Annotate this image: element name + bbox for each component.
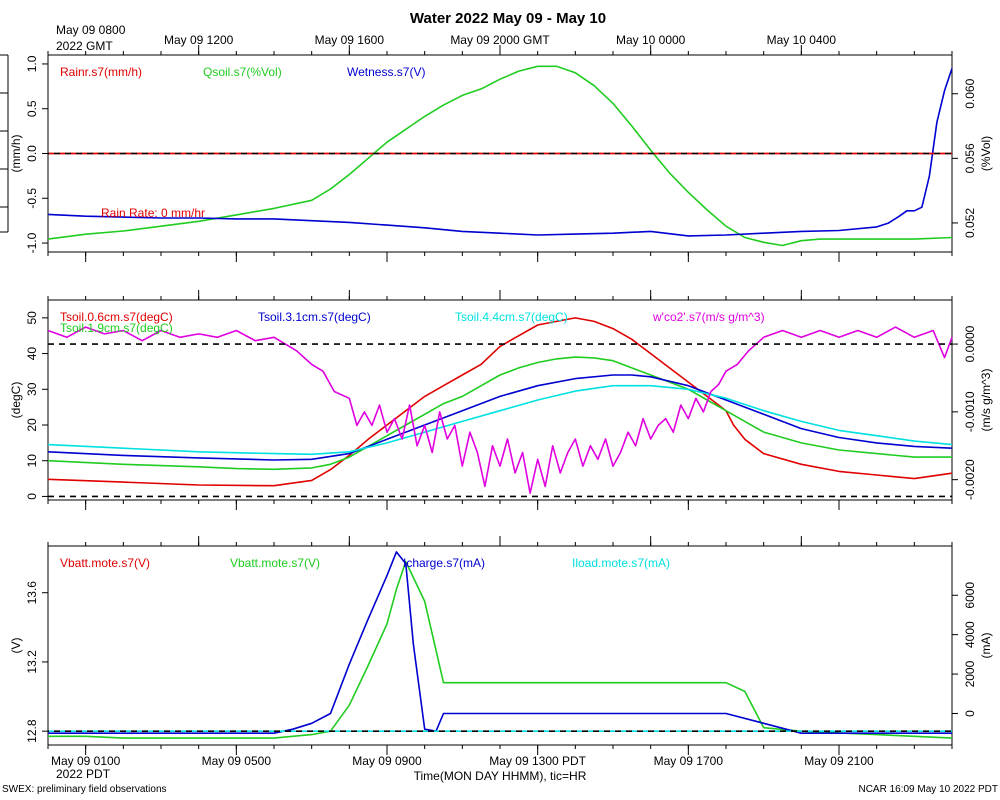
legend-entry: Rainr.s7(mm/h) (60, 65, 142, 79)
y-left-tick-label: 12.8 (25, 719, 39, 743)
bottom-axis-label: May 09 0100 (51, 754, 121, 768)
top-axis-label: May 10 0400 (767, 33, 837, 47)
series-line-soil-2 (47, 374, 953, 461)
panel-frame (47, 299, 953, 501)
y-left-tick-label: 40 (25, 347, 39, 361)
y-left-tick-label: 13.6 (25, 581, 39, 605)
bottom-axis-label: May 09 1300 PDT (489, 754, 586, 768)
y-right-tick-label: -0.0020 (963, 459, 977, 500)
y-left-tick-label: 20 (25, 418, 39, 432)
y-left-tick-label: 0 (25, 493, 39, 500)
y-left-tick-label: 1.0 (25, 55, 39, 72)
footer-left: SWEX: preliminary field observations (2, 784, 167, 795)
y-right-label: (%Vol) (979, 136, 993, 171)
y-left-tick-label: -1.0 (25, 232, 39, 253)
chart-title: Water 2022 May 09 - May 10 (410, 10, 606, 27)
y-right-tick-label: 0 (963, 710, 977, 717)
y-right-tick-label: 0.056 (963, 143, 977, 173)
rain-rate-annotation: Rain Rate: 0 mm/hr (101, 206, 205, 220)
top-axis-label: May 09 1200 (164, 33, 234, 47)
panel-power: 12.8 13.2 13.6 0 2000 4000 6000 (V) (mA) Vbatt.mo… (9, 536, 993, 755)
y-left-label: (degC) (9, 382, 23, 419)
y-left-tick-label: 13.2 (25, 650, 39, 674)
legend-entry: Tsoil.1.9cm.s7(degC) (60, 321, 173, 335)
y-left-tick-label: 30 (25, 382, 39, 396)
legend-entry: Tsoil.3.1cm.s7(degC) (258, 310, 371, 324)
panel-frame (47, 545, 953, 746)
panel-water: -1.0 -0.5 0.0 0.5 1.0 0.052 0.056 0.060 (mm/h) (%… (9, 45, 993, 262)
bottom-year-label: 2022 PDT (56, 767, 111, 781)
y-right-label: (mA) (979, 633, 993, 659)
y-left-tick-label: 50 (25, 311, 39, 325)
legend-entry: Qsoil.s7(%Vol) (203, 65, 282, 79)
top-corner-line2: 2022 GMT (56, 39, 113, 53)
top-axis-label: May 09 1600 (315, 33, 385, 47)
top-axis-label: May 09 2000 GMT (450, 33, 550, 47)
y-left-tick-label: 0.0 (25, 145, 39, 162)
y-right-tick-label: 0.0000 (963, 325, 977, 362)
series-line-soil-4 (47, 326, 953, 495)
y-right-tick-label: 4000 (963, 621, 977, 648)
series-line-soil-3 (47, 384, 953, 456)
y-right-tick-label: -0.0010 (963, 391, 977, 432)
legend-entry: Tsoil.0.6cm.s7(degC) (60, 310, 173, 324)
y-right-tick-label: 6000 (963, 582, 977, 609)
series-line-power-1 (48, 560, 953, 739)
bottom-axis-label: May 09 0500 (202, 754, 272, 768)
left-edge-decoration (0, 54, 9, 233)
panel-soil: 0 10 20 30 40 50 -0.0020 -0.0010 0.0000 (degC) (m/… (9, 290, 993, 510)
series-line-water-2 (47, 68, 953, 237)
bottom-axis-label: May 09 1700 (654, 754, 724, 768)
series-line-soil-0 (47, 317, 953, 487)
legend-entry: Vbatt.mote.s7(V) (60, 556, 150, 570)
y-right-tick-label: 2000 (963, 660, 977, 687)
top-axis-label: May 10 0000 (616, 33, 686, 47)
series-line-water-1 (47, 65, 953, 247)
y-right-label: (m/s g/m^3) (979, 369, 993, 432)
panels: -1.0 -0.5 0.0 0.5 1.0 0.052 0.056 0.060 (mm/h) (%… (9, 33, 993, 768)
series-line-soil-1 (47, 356, 952, 471)
bottom-axis-label: May 09 2100 (804, 754, 874, 768)
legend-entry: Iload.mote.s7(mA) (572, 556, 670, 570)
series-line-power-2 (48, 551, 952, 735)
legend-entry: Wetness.s7(V) (347, 65, 425, 79)
legend-entry: Tsoil.4.4cm.s7(degC) (455, 310, 568, 324)
y-left-tick-label: 0.5 (25, 100, 39, 117)
y-left-tick-label: -0.5 (25, 188, 39, 209)
y-left-label: (mm/h) (9, 135, 23, 173)
y-left-label: (V) (9, 638, 23, 654)
y-left-tick-label: 10 (25, 454, 39, 468)
legend-entry: w'co2'.s7(m/s g/m^3) (652, 310, 765, 324)
legend-entry: Icharge.s7(mA) (403, 556, 485, 570)
x-axis-label: Time(MON DAY HHMM), tic=HR (414, 769, 587, 783)
legend-entry: Vbatt.mote.s7(V) (230, 556, 320, 570)
bottom-axis-label: May 09 0900 (352, 754, 422, 768)
y-right-tick-label: 0.052 (963, 208, 977, 238)
top-corner-line1: May 09 0800 (56, 23, 126, 37)
footer-right: NCAR 16:09 May 10 2022 PDT (858, 784, 998, 795)
y-right-tick-label: 0.060 (963, 78, 977, 108)
